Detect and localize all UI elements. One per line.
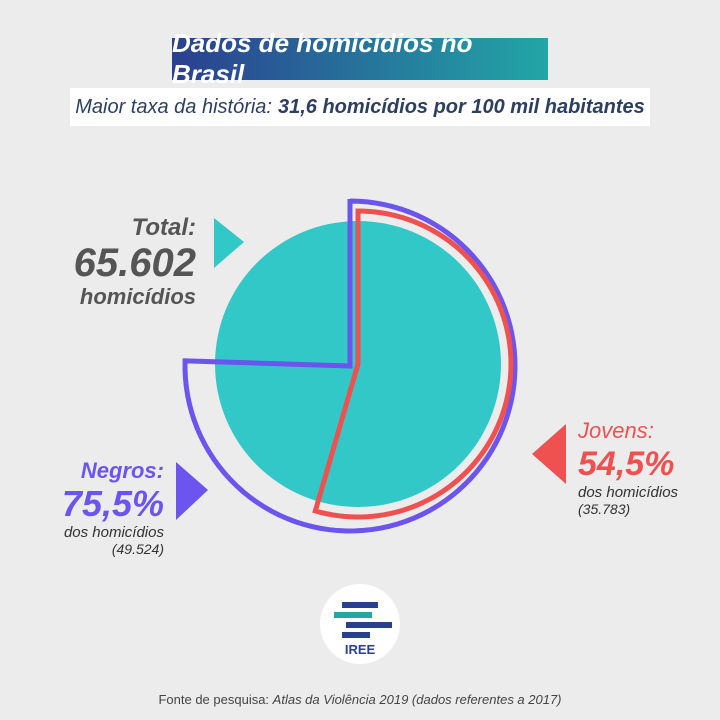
subtitle-bar: Maior taxa da história: 31,6 homicídios … <box>70 88 650 126</box>
logo-bar-icon <box>342 602 378 608</box>
jovens-label: Jovens: 54,5% dos homicídios (35.783) <box>578 418 678 517</box>
total-caption: Total: <box>131 214 196 241</box>
logo-bar-icon <box>334 612 372 618</box>
negros-count: (49.524) <box>111 541 164 557</box>
negros-outline <box>182 198 518 534</box>
jovens-count: (35.783) <box>578 501 631 517</box>
jovens-value: 54,5% <box>578 445 675 483</box>
total-unit: homicídios <box>79 284 196 309</box>
subtitle-highlight: 31,6 homicídios por 100 mil habitantes <box>277 95 645 118</box>
source-prefix: Fonte de pesquisa: <box>158 692 270 707</box>
jovens-sub: dos homicídios <box>578 484 679 501</box>
iree-logo: IREE <box>320 584 400 664</box>
jovens-pointer-icon <box>532 424 566 484</box>
logo-bar-icon <box>346 622 392 628</box>
negros-label: Negros: 75,5% dos homicídios (49.524) <box>62 458 164 557</box>
total-value: 65.602 <box>73 241 196 285</box>
logo-bar-icon <box>342 632 370 638</box>
negros-value: 75,5% <box>61 483 164 524</box>
jovens-outline <box>312 208 514 520</box>
logo-name: IREE <box>344 642 376 657</box>
source-text: Atlas da Violência 2019 (dados referente… <box>272 692 562 707</box>
total-pointer-icon <box>214 218 244 268</box>
negros-pointer-icon <box>176 462 208 520</box>
subtitle-prefix: Maior taxa da história: <box>75 95 272 118</box>
total-label: Total: 65.602 homicídios <box>74 214 196 310</box>
negros-sub: dos homicídios <box>63 524 164 541</box>
negros-caption: Negros: <box>80 458 164 483</box>
source-note: Fonte de pesquisa: Atlas da Violência 20… <box>0 692 720 707</box>
jovens-caption: Jovens: <box>578 418 654 443</box>
